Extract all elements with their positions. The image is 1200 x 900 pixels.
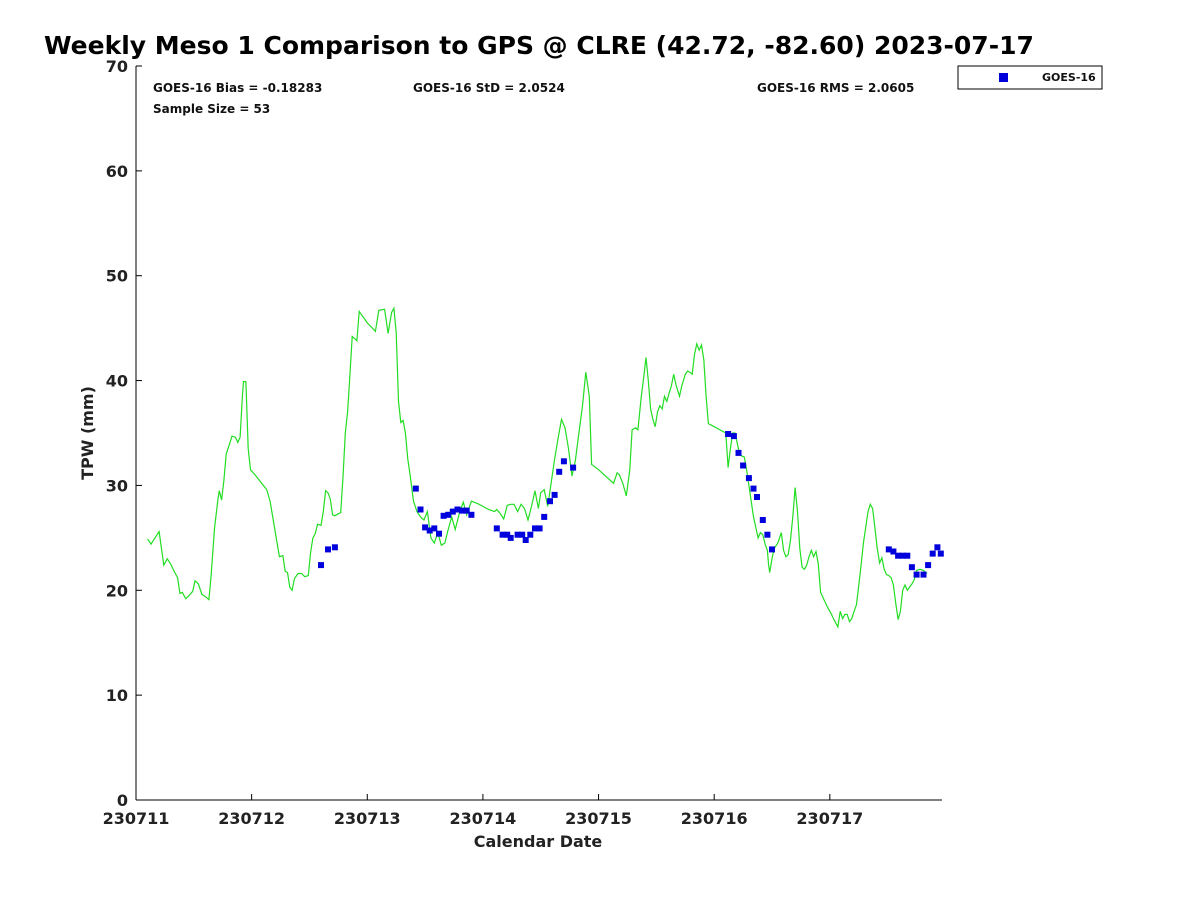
legend: GOES-16 xyxy=(957,65,1103,90)
goes-16-point xyxy=(499,531,506,538)
goes-16-point xyxy=(556,468,563,475)
goes-16-point xyxy=(514,531,521,538)
goes-16-point xyxy=(431,525,438,532)
y-tick-label: 40 xyxy=(106,372,128,391)
goes-16-point xyxy=(547,498,553,505)
goes-16-point xyxy=(885,546,892,553)
goes-16-point xyxy=(725,431,732,437)
x-tick-label: 230711 xyxy=(103,809,170,828)
goes-16-point xyxy=(449,508,456,515)
goes-16-point xyxy=(527,531,534,538)
x-tick-label: 230712 xyxy=(218,809,285,828)
goes-16-point xyxy=(507,534,514,541)
goes-16-point xyxy=(412,485,419,492)
legend-box xyxy=(957,65,1103,90)
goes-16-point xyxy=(541,513,548,520)
x-tick-label: 230717 xyxy=(796,809,863,828)
goes-16-point xyxy=(750,485,757,492)
goes-16-point xyxy=(890,548,897,555)
goes-16-point xyxy=(551,491,558,498)
goes-16-point xyxy=(899,552,906,559)
goes-16-point xyxy=(925,562,932,569)
goes-16-point xyxy=(445,511,452,518)
y-axis-label: TPW (mm) xyxy=(78,386,97,480)
goes-16-point xyxy=(920,571,927,578)
stat-sample-size: Sample Size = 53 xyxy=(153,102,270,116)
goes-16-point xyxy=(493,525,500,532)
x-ticks: 230711 230712 230713 230714 230715 230716 2307… xyxy=(103,794,863,828)
goes-16-point xyxy=(745,475,752,482)
goes-16-point xyxy=(522,537,529,543)
y-tick-label: 20 xyxy=(106,581,128,600)
stat-rms: GOES-16 RMS = 2.0605 xyxy=(757,81,914,95)
goes-16-point xyxy=(519,531,526,538)
goes-16-point xyxy=(895,552,902,559)
goes-16-point xyxy=(560,458,567,465)
goes-16-point xyxy=(426,527,433,534)
x-axis-label: Calendar Date xyxy=(474,832,603,851)
stat-std: GOES-16 StD = 2.0524 xyxy=(413,81,565,95)
goes-16-point xyxy=(504,531,511,538)
y-tick-label: 50 xyxy=(106,267,128,286)
plot-frame xyxy=(135,66,942,801)
goes-16-point xyxy=(769,546,775,553)
stat-bias: GOES-16 Bias = -0.18283 xyxy=(153,81,322,95)
goes-16-point xyxy=(570,464,577,471)
goes-16-point xyxy=(730,433,737,440)
goes-16-point xyxy=(422,524,429,531)
goes-16-point xyxy=(536,525,543,532)
y-tick-label: 70 xyxy=(106,57,128,76)
goes-16-point xyxy=(463,507,470,514)
goes-16-point xyxy=(937,550,944,557)
goes-16-point xyxy=(318,562,324,569)
goes-16-point xyxy=(908,564,915,571)
x-tick-label: 230716 xyxy=(681,809,748,828)
x-tick-label: 230714 xyxy=(450,809,517,828)
goes-16-point xyxy=(904,552,911,559)
goes-16-point xyxy=(325,546,331,553)
goes-16-point xyxy=(468,511,475,518)
goes-16-point xyxy=(417,506,424,513)
y-ticks: 0 10 20 30 40 50 60 70 xyxy=(106,57,142,810)
goes-16-point xyxy=(929,550,936,557)
goes-16-point xyxy=(532,525,538,532)
goes-16-point xyxy=(331,544,338,551)
goes-16-point xyxy=(735,449,742,456)
y-tick-label: 0 xyxy=(117,791,128,810)
y-tick-label: 60 xyxy=(106,162,128,181)
y-tick-label: 10 xyxy=(106,686,128,705)
goes-16-point xyxy=(440,512,447,519)
legend-marker-goes-16 xyxy=(999,73,1008,82)
goes-16-point xyxy=(459,507,466,514)
chart-title: Weekly Meso 1 Comparison to GPS @ CLRE (… xyxy=(44,31,1034,60)
goes-16-point xyxy=(764,531,771,538)
x-tick-label: 230713 xyxy=(334,809,401,828)
legend-label-goes-16: GOES-16 xyxy=(1042,71,1096,84)
goes-16-point xyxy=(436,530,442,537)
goes-16-point xyxy=(934,544,941,551)
gps-line xyxy=(147,306,928,629)
goes-16-point xyxy=(913,571,920,578)
gps-series xyxy=(147,306,928,629)
goes-16-point xyxy=(759,517,766,523)
goes-16-series xyxy=(318,431,944,578)
x-tick-label: 230715 xyxy=(565,809,632,828)
goes-16-point xyxy=(454,506,461,513)
y-tick-label: 30 xyxy=(106,476,128,495)
goes-16-point xyxy=(740,462,747,469)
goes-16-point xyxy=(754,494,760,500)
